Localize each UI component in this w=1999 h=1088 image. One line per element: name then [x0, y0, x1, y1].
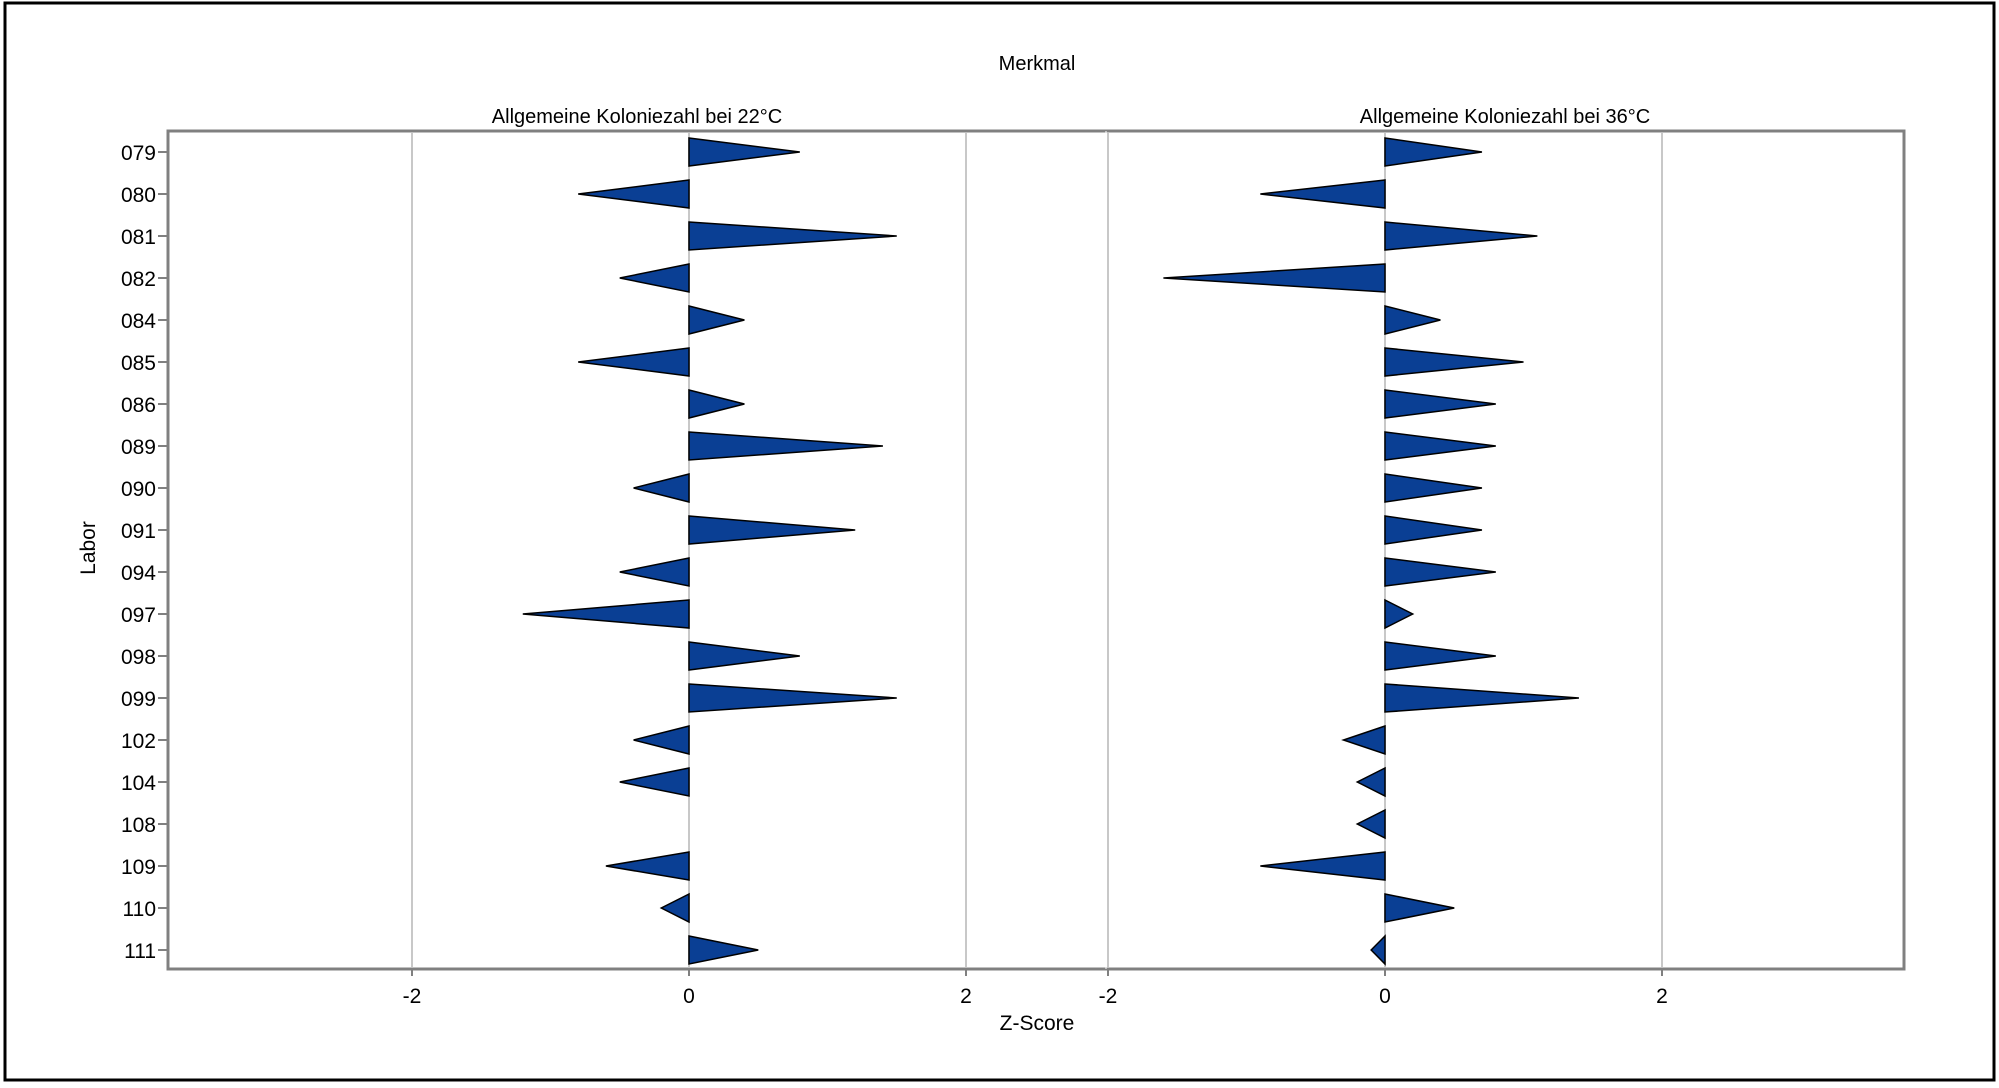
x-tick-label: 2: [960, 985, 972, 1008]
z-score-marker-089: [1384, 431, 1496, 461]
z-score-marker-111: [688, 935, 759, 965]
z-score-marker-085: [578, 347, 690, 377]
y-tick-label: 102: [121, 730, 156, 753]
y-tick-label: 079: [121, 142, 156, 165]
y-tick-label: 110: [123, 898, 156, 921]
z-score-marker-080: [1260, 179, 1386, 209]
z-score-marker-110: [1384, 893, 1455, 923]
z-score-marker-102: [633, 725, 690, 755]
y-tick-label: 089: [121, 436, 156, 459]
z-score-marker-089: [688, 431, 883, 461]
y-tick-label: 085: [121, 352, 156, 375]
y-tick-label: 094: [121, 562, 156, 585]
z-score-marker-086: [688, 389, 745, 419]
z-score-marker-091: [688, 515, 856, 545]
x-tick-label: -2: [403, 985, 422, 1008]
z-score-marker-102: [1341, 724, 1386, 756]
y-tick-label: 097: [121, 604, 156, 627]
outer-border: [3, 1, 1996, 1082]
z-score-marker-098: [1384, 641, 1496, 671]
y-axis-label: Labor: [77, 521, 100, 575]
z-score-marker-086: [1384, 389, 1496, 419]
y-tick-label: 108: [121, 814, 156, 837]
y-tick-label: 081: [121, 226, 156, 249]
y-tick-label: 099: [121, 688, 156, 711]
z-score-marker-098: [688, 641, 800, 671]
z-score-marker-104: [619, 767, 690, 797]
z-score-marker-084: [1384, 305, 1441, 335]
z-score-marker-082: [1163, 263, 1386, 293]
z-score-marker-080: [578, 179, 690, 209]
y-tick-label: 080: [121, 184, 156, 207]
z-score-marker-099: [688, 683, 897, 713]
panel-title: Allgemeine Koloniezahl bei 22°C: [492, 106, 782, 128]
x-tick-label: -2: [1099, 985, 1118, 1008]
z-score-marker-091: [1384, 515, 1483, 545]
panel-1: -2 0 2 Allgemeine Koloniezahl bei 22°C: [403, 106, 972, 1008]
z-score-marker-081: [1384, 221, 1538, 251]
panel-title: Allgemeine Koloniezahl bei 36°C: [1360, 106, 1650, 128]
z-score-marker-090: [1384, 473, 1483, 503]
y-tick-label: 082: [121, 268, 156, 291]
z-score-marker-104: [1355, 766, 1386, 798]
z-score-marker-097: [522, 599, 690, 629]
plot-frame: [166, 129, 1906, 971]
z-score-marker-108: [1355, 808, 1386, 840]
z-score-marker-082: [619, 263, 690, 293]
x-axis-label: Z-Score: [1000, 1012, 1075, 1035]
x-tick-label: 0: [683, 985, 695, 1008]
z-score-marker-094: [619, 557, 690, 587]
z-score-marker-097: [1384, 598, 1415, 630]
y-tick-label: 084: [121, 310, 156, 333]
z-score-marker-110: [659, 892, 690, 924]
x-tick-label: 2: [1656, 985, 1668, 1008]
z-score-marker-109: [1260, 851, 1386, 881]
z-score-marker-079: [688, 137, 800, 167]
z-score-marker-094: [1384, 557, 1496, 587]
x-tick-label: 0: [1379, 985, 1391, 1008]
panel-2: -2 0 2 Allgemeine Koloniezahl bei 36°C: [1099, 106, 1668, 1008]
y-tick-label: 098: [121, 646, 156, 669]
z-score-marker-081: [688, 221, 897, 251]
chart-title: Merkmal: [999, 53, 1076, 75]
z-score-marker-099: [1384, 683, 1579, 713]
y-tick-label: 091: [121, 520, 156, 543]
y-tick-label: 109: [121, 856, 156, 879]
z-score-marker-111: [1370, 934, 1386, 966]
z-score-marker-084: [688, 305, 745, 335]
z-score-marker-085: [1384, 347, 1524, 377]
z-score-marker-079: [1384, 137, 1483, 167]
y-tick-label: 104: [121, 772, 156, 795]
y-tick-label: 111: [124, 940, 156, 963]
z-score-marker-090: [633, 473, 690, 503]
y-tick-label: 090: [121, 478, 156, 501]
z-score-marker-109: [605, 851, 690, 881]
y-tick-label: 086: [121, 394, 156, 417]
